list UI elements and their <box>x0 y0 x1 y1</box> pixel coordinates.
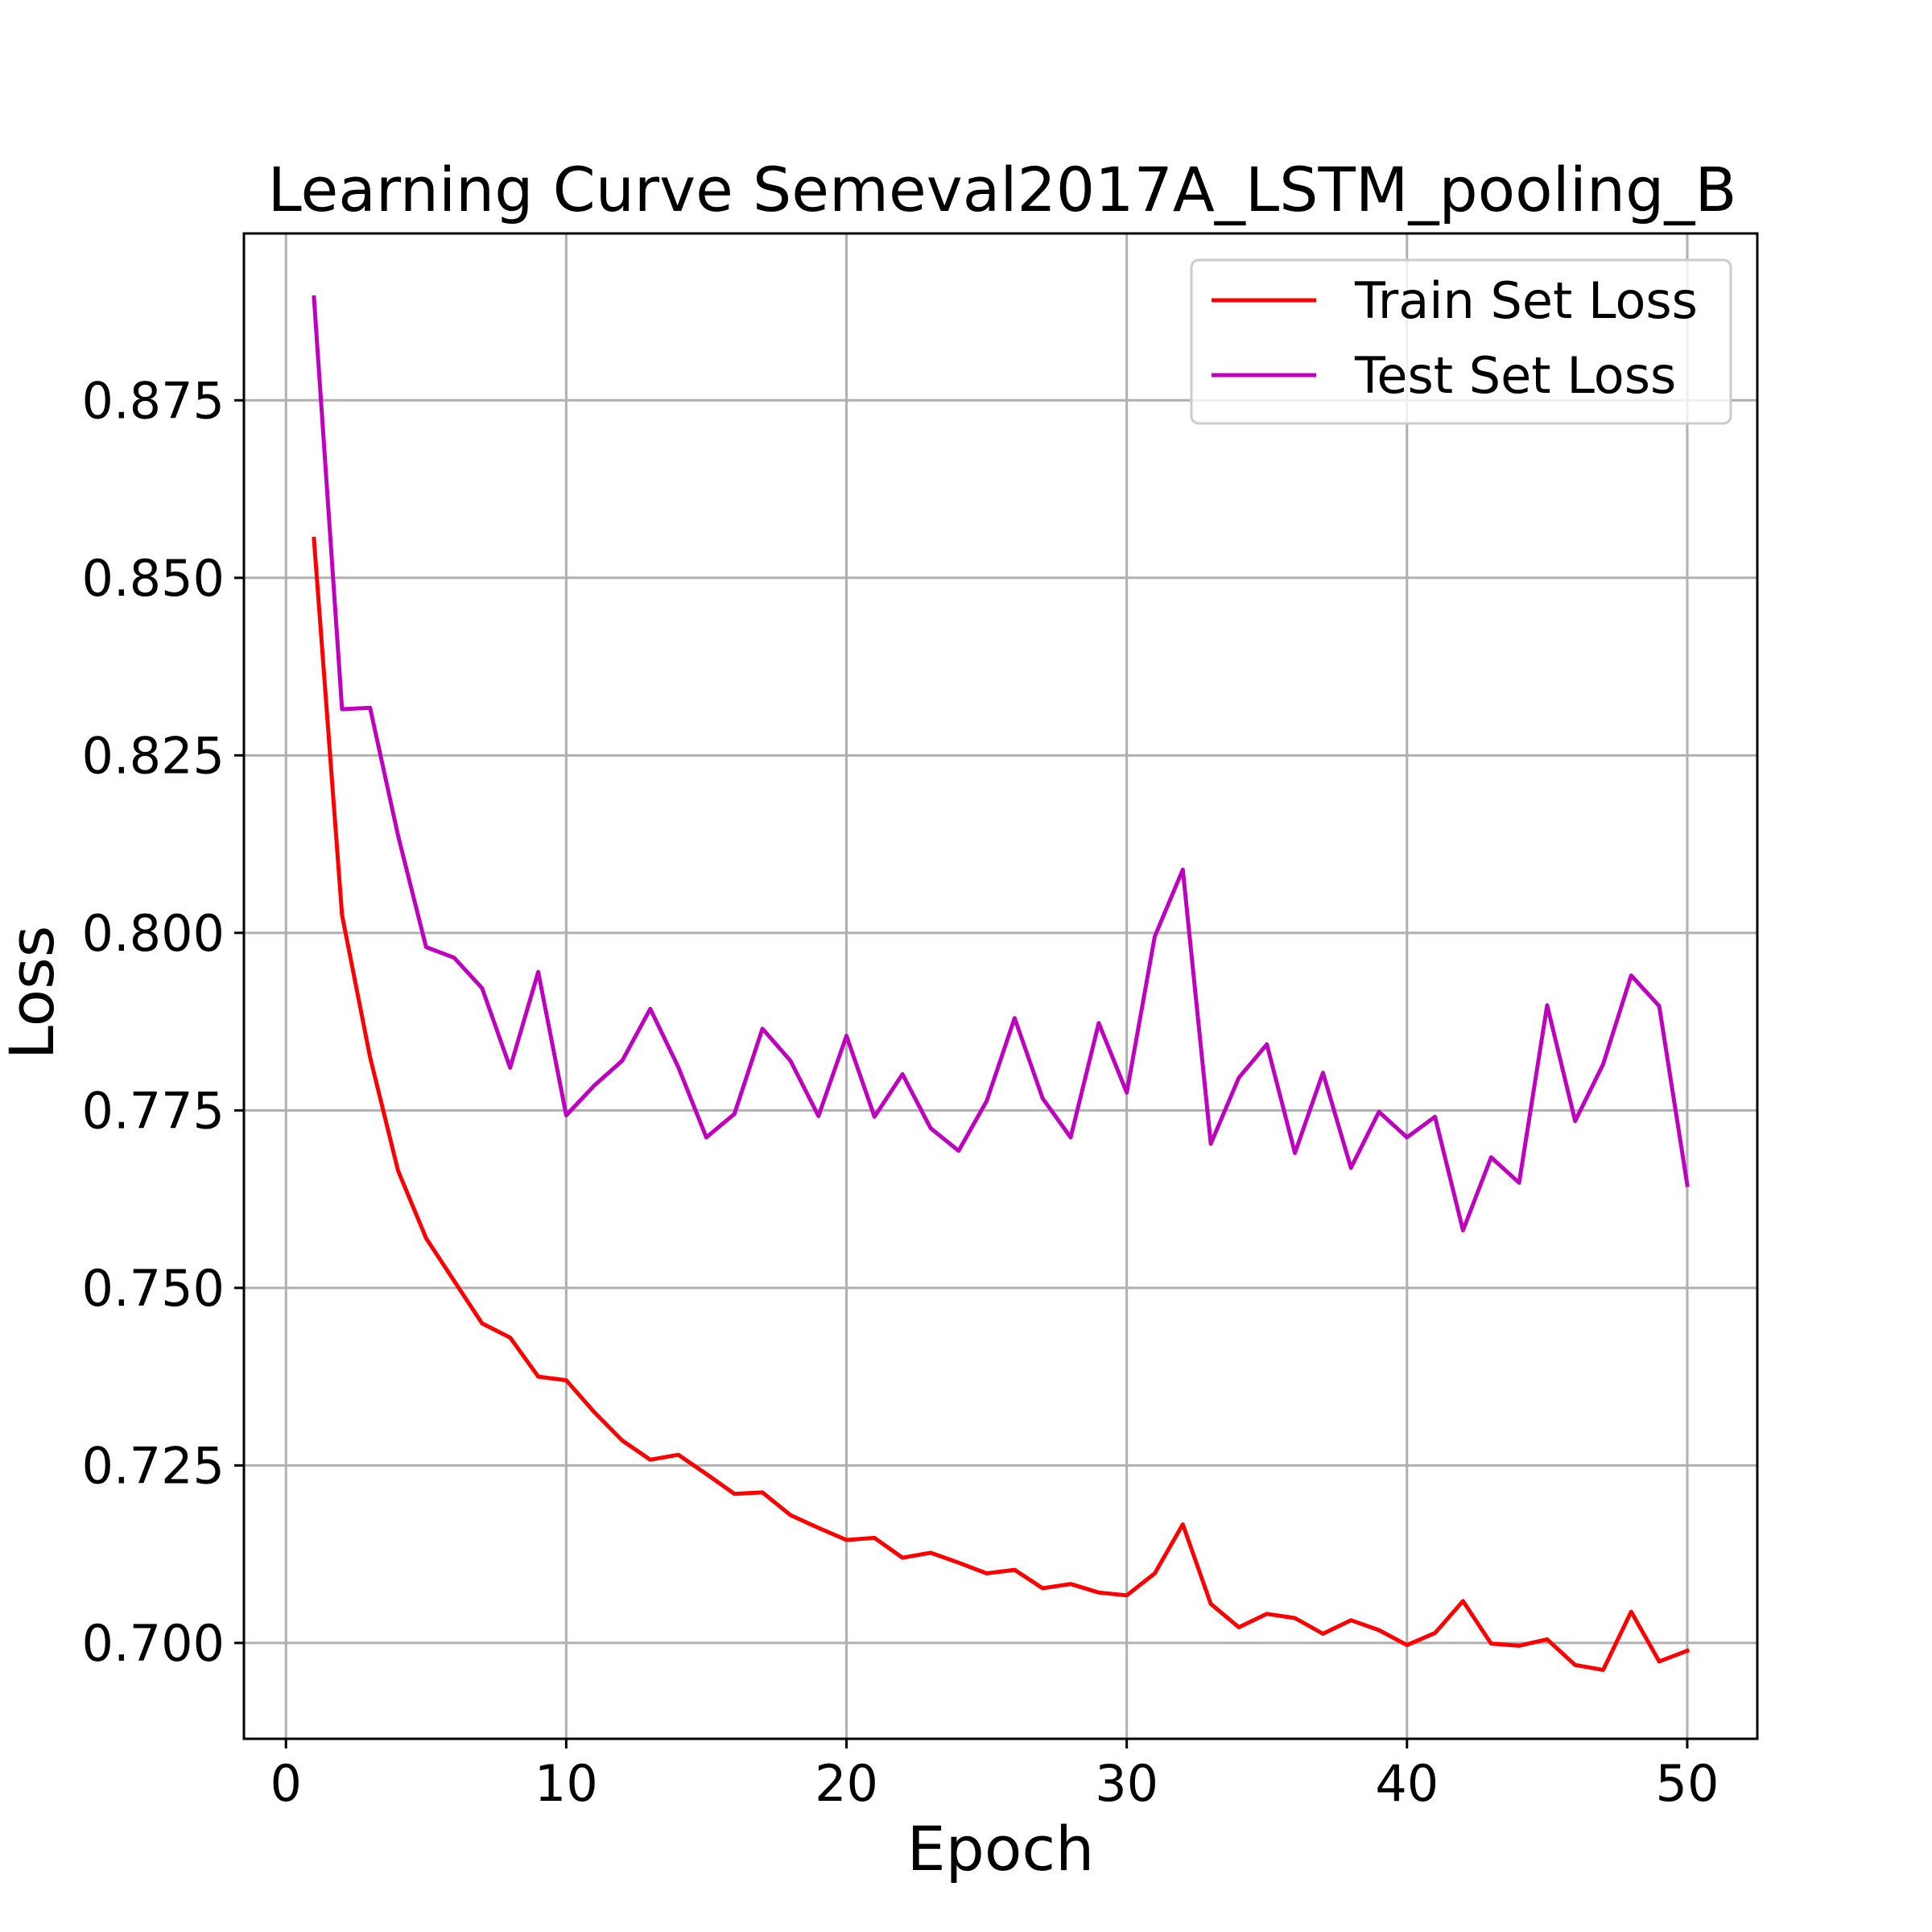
legend-label-train: Train Set Loss <box>1354 271 1698 330</box>
legend-box <box>1190 258 1732 425</box>
axis-ticks: 0 10 20 30 40 50 0.700 0.725 0.750 0.775 0.800 0.82… <box>82 371 1719 1813</box>
y-tick-label: 0.875 <box>82 371 225 430</box>
y-tick-label: 0.725 <box>82 1436 225 1495</box>
series-lines <box>312 295 1690 1672</box>
legend: Train Set Loss Test Set Loss <box>1190 258 1732 425</box>
x-tick-label: 40 <box>1375 1754 1439 1813</box>
y-tick-label: 0.850 <box>82 549 225 608</box>
plot-frame <box>242 232 1759 1740</box>
x-tick-label: 50 <box>1656 1754 1719 1813</box>
y-tick-label: 0.825 <box>82 726 225 785</box>
test-loss-line <box>312 295 1690 1232</box>
train-loss-line <box>312 536 1690 1672</box>
y-tick-label: 0.700 <box>82 1614 225 1673</box>
y-tick-label: 0.775 <box>82 1081 225 1140</box>
legend-label-test: Test Set Loss <box>1354 346 1676 405</box>
x-tick-label: 10 <box>535 1754 598 1813</box>
x-tick-label: 0 <box>270 1754 301 1813</box>
x-axis-label: Epoch <box>907 1813 1095 1885</box>
x-tick-label: 20 <box>815 1754 878 1813</box>
gridlines <box>244 233 1757 1739</box>
x-tick-label: 30 <box>1095 1754 1158 1813</box>
y-tick-label: 0.750 <box>82 1259 225 1318</box>
chart-title: Learning Curve Semeval2017A_LSTM_pooling… <box>268 154 1737 225</box>
y-axis-label: Loss <box>0 926 68 1060</box>
y-tick-label: 0.800 <box>82 904 225 963</box>
